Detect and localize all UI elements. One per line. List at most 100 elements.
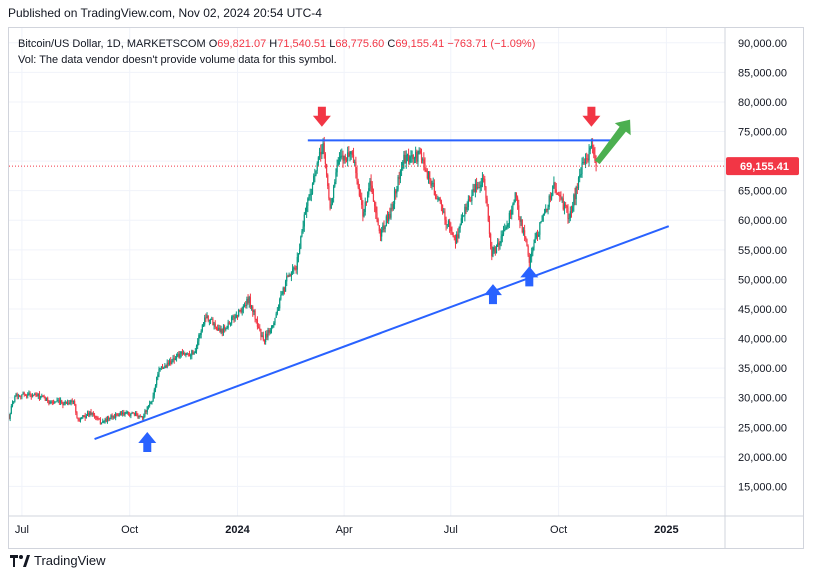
candle-body [568, 218, 570, 220]
grid-lines [9, 28, 725, 516]
candle-body [277, 308, 280, 311]
candle-body [208, 319, 210, 321]
candle-body [382, 225, 384, 231]
candle-body [358, 187, 360, 196]
candle-body [356, 173, 358, 182]
candle-body [329, 198, 331, 209]
candle-body [199, 334, 201, 336]
candle-body [260, 328, 262, 337]
published-info: Published on TradingView.com, Nov 02, 20… [8, 6, 322, 20]
candle-body [468, 199, 471, 201]
candle-body [24, 394, 27, 396]
candle-body [552, 185, 554, 196]
y-tick-label: 20,000.00 [738, 452, 787, 464]
candle-body [463, 215, 465, 217]
candle-body [357, 181, 359, 188]
candle-body [91, 412, 93, 415]
chart-frame[interactable] [8, 27, 804, 549]
candle-body [243, 305, 246, 307]
candle-body [245, 305, 247, 307]
candle-body [51, 401, 53, 403]
candle-body [265, 333, 267, 342]
candle-body [270, 327, 273, 331]
candle-body [336, 164, 338, 173]
candle-body [226, 327, 228, 329]
candle-body [579, 174, 581, 178]
close-value: 69,155.41 [395, 38, 445, 50]
candle-body [273, 322, 275, 326]
candle-body [485, 186, 487, 199]
candle-body [180, 352, 182, 354]
candle-body [577, 177, 580, 188]
candle-body [240, 310, 242, 313]
candle-body [422, 159, 424, 161]
candle-body [37, 393, 39, 396]
candle-body [545, 208, 547, 213]
candle-body [90, 411, 92, 415]
candle-body [513, 201, 515, 204]
candle-body [379, 231, 382, 237]
candle-body [300, 236, 302, 249]
candle-body [482, 178, 485, 180]
candle-body [302, 226, 304, 232]
candle-body [384, 226, 386, 230]
candle-body [481, 178, 484, 185]
candle-body [590, 145, 593, 148]
candle-body [333, 186, 335, 199]
candle-body [425, 169, 427, 172]
candle-body [63, 403, 65, 406]
candle-body [372, 193, 375, 202]
candle-body [188, 354, 191, 357]
candle-body [408, 154, 410, 163]
y-tick-label: 60,000.00 [738, 215, 787, 227]
candle-body [475, 183, 478, 189]
candle-body [588, 150, 590, 161]
candle-body [104, 418, 106, 421]
candle-body [453, 236, 455, 238]
candle-body [350, 151, 352, 155]
candle-body [116, 413, 118, 415]
candle-body [576, 187, 578, 189]
candle-body [445, 219, 447, 225]
candle-body [293, 267, 295, 270]
down-arrow-icon [582, 106, 601, 127]
candle-body [97, 417, 99, 419]
change-value: −763.71 (−1.09%) [447, 38, 536, 50]
candle-body [446, 224, 448, 226]
candle-body [437, 198, 439, 200]
candle-body [426, 171, 428, 179]
candle-body [383, 225, 385, 230]
candle-body [224, 326, 226, 330]
candle-body [473, 189, 475, 192]
candle-body [118, 414, 120, 416]
candle-body [59, 400, 62, 403]
candle-body [220, 328, 222, 332]
candle-body [47, 397, 49, 402]
y-tick-label: 35,000.00 [738, 363, 787, 375]
up-arrow-icon [483, 284, 502, 305]
candle-body [232, 316, 234, 318]
candle-body [131, 412, 133, 414]
candle-body [402, 162, 404, 169]
candle-body [345, 160, 348, 162]
candle-body [299, 248, 301, 254]
footer[interactable]: TradingView [10, 553, 106, 568]
x-tick-label: Apr [336, 524, 353, 536]
candle-body [334, 182, 336, 187]
candle-body [78, 419, 80, 421]
candle-body [179, 353, 181, 358]
candle-body [89, 411, 91, 416]
candle-body [15, 394, 17, 397]
breakout-arrow-shape [594, 119, 631, 165]
candle-body [263, 339, 266, 342]
candle-body [413, 158, 416, 160]
candle-body [279, 299, 281, 309]
candle-body [464, 206, 466, 216]
candle-body [234, 317, 236, 319]
candle-body [459, 225, 461, 229]
candle-body [171, 361, 173, 365]
candle-body [377, 219, 379, 226]
candle-body [363, 211, 365, 217]
candle-body [335, 172, 337, 183]
